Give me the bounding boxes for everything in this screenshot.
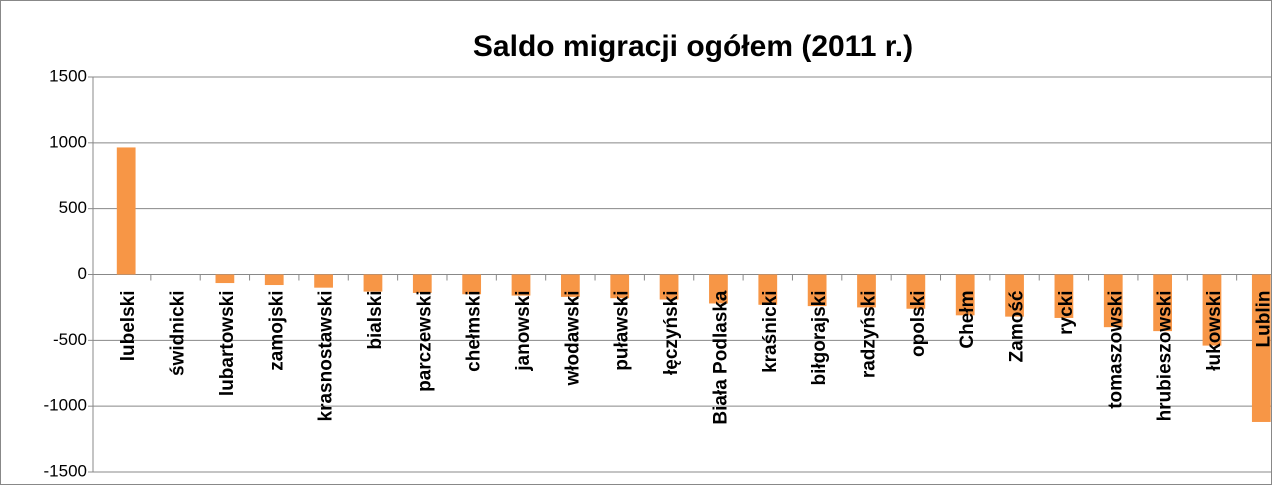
- x-tick-label: radzyński: [859, 291, 880, 379]
- bar: [1005, 274, 1024, 317]
- bar: [314, 274, 333, 288]
- x-tick-label: zamojski: [266, 291, 287, 371]
- bar: [1202, 274, 1222, 346]
- bar: [1251, 274, 1271, 422]
- bar: [511, 274, 531, 296]
- x-tick-label: włodawski: [562, 291, 583, 387]
- x-tick-label: hrubieszowski: [1155, 291, 1176, 422]
- bar: [264, 274, 284, 286]
- x-tick-label: świdnicki: [168, 291, 189, 377]
- bar: [1153, 274, 1172, 332]
- x-tick-label: krasnostawski: [316, 291, 337, 422]
- x-tick-label: Zamość: [1007, 290, 1028, 362]
- bar: [462, 274, 482, 295]
- bar: [1054, 274, 1074, 318]
- x-tick-label: Chełm: [957, 291, 978, 349]
- bar: [116, 147, 136, 275]
- y-tick-label: -500: [53, 330, 87, 349]
- bar: [412, 274, 432, 293]
- bar: [215, 274, 235, 284]
- x-tick-label: rycki: [1056, 291, 1077, 335]
- x-tick-label: Lublin: [1253, 291, 1272, 348]
- y-tick-label: 1500: [49, 66, 87, 85]
- x-tick-label: parczewski: [414, 291, 435, 392]
- y-tick-label: -1000: [44, 396, 87, 415]
- bar: [363, 274, 383, 292]
- bar: [906, 274, 926, 309]
- x-tick-label: janowski: [513, 291, 534, 372]
- bar: [807, 274, 827, 307]
- x-tick-label: lubelski: [118, 291, 139, 362]
- bar: [610, 274, 630, 299]
- x-tick-label: opolski: [908, 291, 929, 358]
- y-tick-label: 1000: [49, 132, 87, 151]
- x-tick-label: biłgorajski: [809, 291, 830, 386]
- bar: [758, 274, 778, 305]
- x-tick-label: chełmski: [464, 291, 485, 372]
- bar: [659, 274, 679, 300]
- x-tick-label: tomaszowski: [1105, 291, 1126, 409]
- x-tick-label: łęczyński: [661, 291, 682, 376]
- x-tick-label: bialski: [365, 291, 386, 350]
- y-tick-label: 0: [78, 264, 87, 283]
- chart-title: Saldo migracji ogółem (2011 r.): [473, 30, 913, 63]
- x-tick-label: lubartowski: [217, 291, 238, 397]
- bar: [560, 274, 580, 297]
- y-tick-label: 500: [59, 198, 87, 217]
- y-tick-label: -1500: [44, 461, 87, 480]
- bar: [709, 274, 728, 304]
- x-tick-label: Biała Podlaska: [710, 290, 731, 425]
- x-tick-label: puławski: [612, 291, 633, 371]
- bar: [857, 274, 876, 308]
- x-tick-label: kraśnicki: [760, 291, 781, 373]
- x-tick-label: łukowski: [1204, 291, 1225, 371]
- bar: [1103, 274, 1123, 328]
- bar: [955, 274, 975, 316]
